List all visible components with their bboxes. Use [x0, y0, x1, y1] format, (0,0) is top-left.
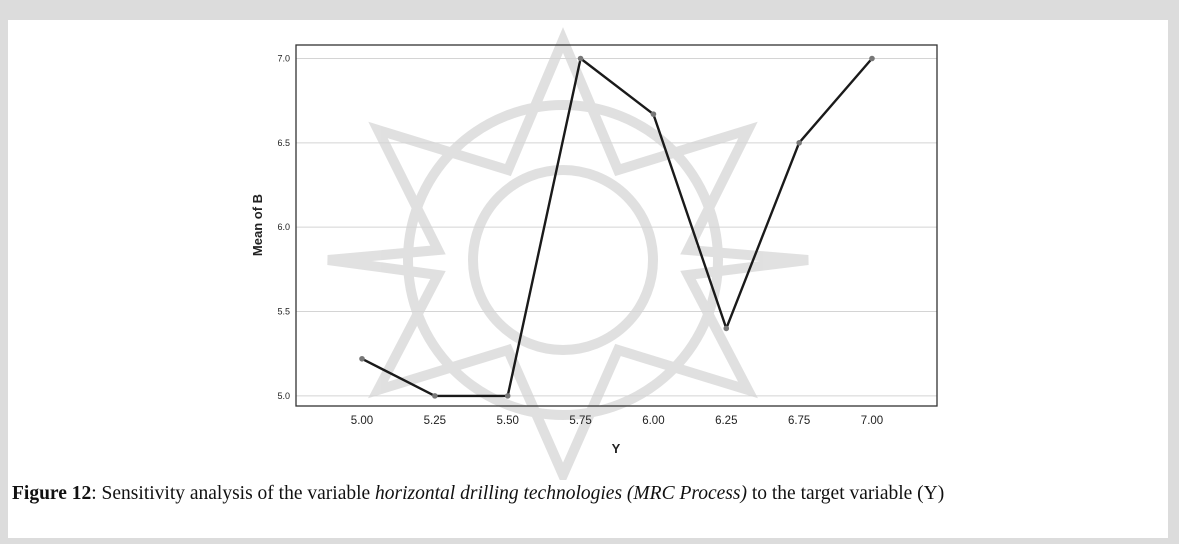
caption-text-a: : Sensitivity analysis of the variable: [91, 483, 376, 504]
data-point: [577, 55, 584, 62]
x-tick-label: 6.00: [642, 415, 664, 427]
x-tick-label: 7.00: [861, 415, 883, 427]
x-tick-label: 5.75: [569, 415, 591, 427]
x-tick-labels: 5.00 5.25 5.50 5.75 6.00 6.25 6.75 7.00: [351, 415, 883, 427]
y-tick-label: 6.5: [277, 138, 290, 148]
y-tick-label: 5.0: [277, 391, 290, 401]
plot-frame: [295, 44, 938, 407]
y-tick-label: 7.0: [277, 53, 290, 63]
data-point: [650, 111, 657, 117]
data-point: [504, 393, 511, 399]
data-point: [869, 55, 875, 62]
x-axis-label: Y: [612, 441, 621, 456]
caption-label: Figure 12: [12, 483, 92, 504]
data-point: [723, 325, 730, 332]
x-tick-label: 6.75: [788, 415, 810, 427]
x-tick-label: 6.25: [715, 415, 737, 427]
data-point: [432, 393, 438, 399]
y-tick-labels: 5.0 5.5 6.0 6.5 7.0: [277, 53, 290, 400]
data-points: [359, 55, 875, 399]
y-axis-label: Mean of B: [250, 194, 265, 256]
caption-text-b: to the target variable (Y): [746, 483, 945, 504]
figure-panel: 5.0 5.5 6.0 6.5 7.0 5.00 5.25 5.50 5.75 6.00 6.25…: [8, 20, 1168, 538]
x-tick-label: 5.00: [351, 415, 373, 427]
data-point: [359, 355, 365, 362]
x-tick-label: 5.25: [424, 415, 446, 427]
line-chart: 5.0 5.5 6.0 6.5 7.0 5.00 5.25 5.50 5.75 6.00 6.25…: [250, 27, 938, 480]
watermark-ornament: [327, 27, 809, 480]
series-line: [361, 57, 873, 398]
y-tick-label: 6.0: [277, 222, 290, 232]
caption-text-italic: horizontal drilling technologies (MRC Pr…: [375, 483, 747, 504]
series-polyline: [361, 57, 873, 398]
figure-caption: Figure 12: Sensitivity analysis of the v…: [12, 483, 1162, 505]
gridlines: [296, 57, 937, 397]
data-point: [796, 140, 802, 146]
x-tick-label: 5.50: [497, 415, 519, 427]
y-tick-label: 5.5: [277, 307, 290, 317]
